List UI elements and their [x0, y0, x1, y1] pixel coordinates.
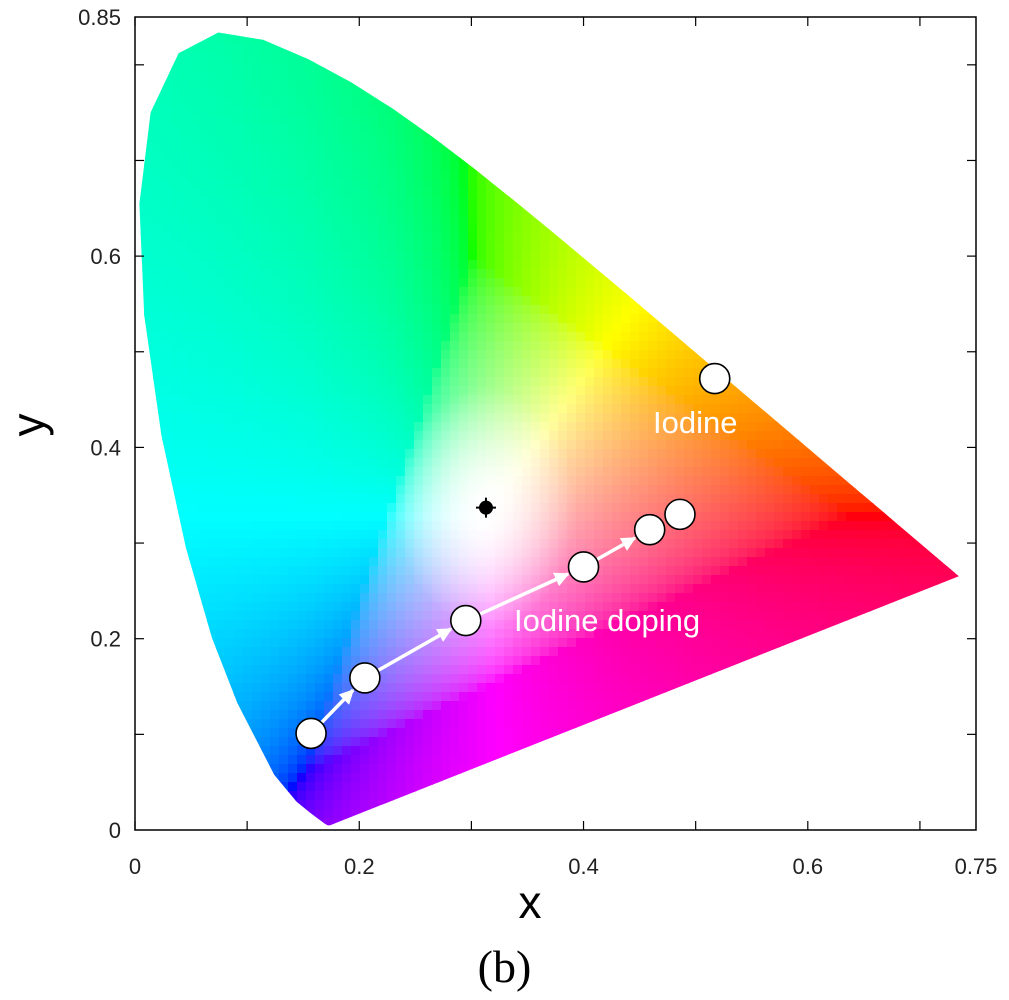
y-tick-label: 0.4	[90, 435, 121, 460]
x-axis-label: x	[519, 876, 542, 928]
doping-point	[349, 662, 381, 694]
doping-arrow	[478, 572, 570, 616]
doping-arrows	[320, 536, 637, 724]
chromaticity-gamut	[139, 32, 959, 826]
y-tick-label: 0.2	[90, 627, 121, 652]
y-tick-label: 0.85	[78, 5, 121, 30]
y-axis-label: y	[2, 414, 54, 437]
y-tick-label: 0.6	[90, 244, 121, 269]
axis-tick-labels: 0 0.2 0.4 0.6 0.75 0 0.2 0.4 0.6 0.85	[78, 5, 997, 879]
white-point-cross	[475, 497, 496, 518]
iodine-point	[698, 362, 731, 395]
iodine-doping-annotation: Iodine doping	[514, 603, 700, 638]
doping-arrow	[320, 688, 355, 724]
y-tick-label: 0	[109, 818, 121, 843]
x-tick-label: 0.4	[568, 854, 599, 879]
doping-point	[295, 717, 327, 750]
axis-ticks	[134, 17, 976, 830]
x-tick-label: 0.2	[344, 854, 375, 879]
x-tick-label: 0	[129, 854, 141, 879]
x-tick-label: 0.6	[793, 854, 824, 879]
white-point	[475, 497, 496, 518]
iodine-annotation: Iodine	[653, 405, 737, 440]
figure-caption: (b)	[477, 941, 532, 992]
annotations: Iodine Iodine doping	[514, 405, 738, 638]
x-tick-label: 0.75	[955, 854, 998, 879]
data-points	[295, 362, 731, 750]
doping-arrow	[595, 536, 637, 562]
doping-point	[449, 604, 482, 637]
doping-arrow	[377, 627, 453, 673]
doping-point	[567, 551, 600, 583]
doping-point	[664, 498, 696, 531]
doping-point	[633, 513, 666, 546]
plot-frame	[134, 16, 977, 831]
